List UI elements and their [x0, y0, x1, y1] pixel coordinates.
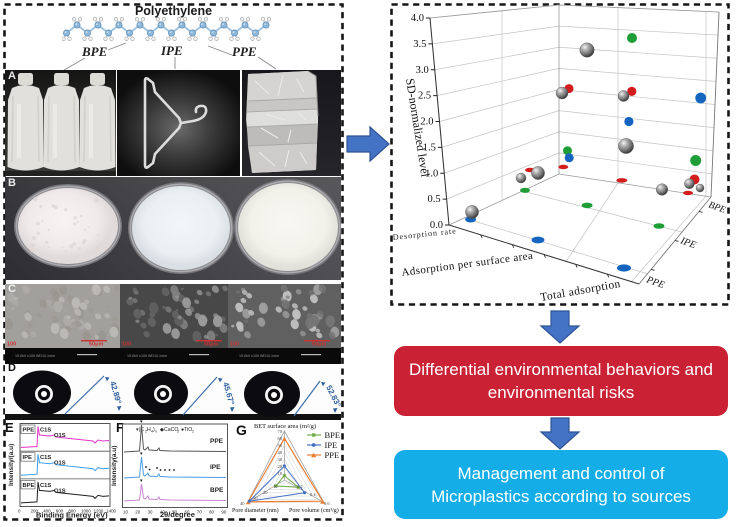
svg-text:IPE: IPE — [325, 440, 338, 450]
svg-text:30: 30 — [148, 510, 153, 515]
svg-text:40: 40 — [160, 510, 165, 515]
svg-text:0: 0 — [18, 509, 21, 514]
svg-text:52.83°: 52.83° — [324, 384, 343, 409]
svg-text:50: 50 — [172, 510, 177, 515]
svg-text:50μm: 50μm — [89, 342, 103, 348]
svg-text:2θ/degree: 2θ/degree — [160, 510, 195, 519]
svg-text:10: 10 — [123, 510, 128, 515]
svg-text:3.0: 3.0 — [416, 65, 429, 76]
svg-text:40: 40 — [278, 450, 283, 455]
svg-text:BPE: BPE — [210, 487, 224, 494]
svg-text:4: 4 — [151, 430, 153, 434]
svg-text:▾(C: ▾(C — [136, 427, 144, 433]
svg-text:PPE: PPE — [325, 450, 340, 460]
svg-text:Intensity/(a.u): Intensity/(a.u) — [8, 444, 15, 486]
svg-text:60: 60 — [185, 510, 190, 515]
svg-text:C1S: C1S — [40, 483, 51, 489]
svg-text:▾: ▾ — [140, 419, 143, 425]
svg-text:15.0kV x100 WD10.1mm: 15.0kV x100 WD10.1mm — [127, 354, 167, 358]
svg-text:70: 70 — [197, 510, 202, 515]
svg-text:0.6: 0.6 — [324, 501, 330, 506]
svg-text:Total adsorption: Total adsorption — [539, 278, 621, 304]
svg-text:E: E — [5, 420, 14, 435]
svg-text:PPE: PPE — [23, 428, 35, 434]
svg-text:Adsorption per surface area: Adsorption per surface area — [401, 250, 534, 279]
svg-text:▾: ▾ — [140, 478, 143, 484]
svg-text:IPE: IPE — [23, 455, 32, 461]
svg-text:BPE: BPE — [325, 430, 341, 440]
svg-text:PPE: PPE — [644, 274, 666, 291]
svg-text:100: 100 — [7, 342, 16, 348]
svg-text:Pore volume (cm³/g): Pore volume (cm³/g) — [289, 507, 339, 514]
svg-text:50μm: 50μm — [312, 342, 326, 348]
svg-text:100: 100 — [230, 342, 239, 348]
svg-text:1400: 1400 — [106, 509, 116, 514]
svg-text:2: 2 — [145, 430, 147, 434]
svg-text:4.0: 4.0 — [411, 13, 424, 24]
svg-text:Binding Energy (eV): Binding Energy (eV) — [36, 511, 108, 520]
svg-text:0.0: 0.0 — [430, 220, 443, 231]
svg-text:40: 40 — [240, 501, 245, 506]
svg-text:◆CaCO: ◆CaCO — [160, 427, 178, 433]
svg-text:O1S: O1S — [54, 488, 66, 494]
svg-text:G: G — [236, 422, 247, 438]
svg-text:3: 3 — [177, 430, 179, 434]
svg-text:2.0: 2.0 — [420, 117, 433, 128]
svg-text:42.89°: 42.89° — [108, 380, 123, 405]
svg-text:10: 10 — [273, 484, 278, 489]
svg-text:400: 400 — [43, 509, 51, 514]
svg-text:Intensity(a.u): Intensity(a.u) — [111, 446, 118, 486]
svg-text:45.67°: 45.67° — [221, 381, 236, 406]
svg-text:C1S: C1S — [40, 455, 51, 461]
svg-text:0.2: 0.2 — [297, 484, 303, 489]
svg-text:): ) — [153, 427, 155, 433]
svg-text:50μm: 50μm — [204, 342, 218, 348]
svg-text:Pore diameter (nm): Pore diameter (nm) — [232, 507, 279, 514]
svg-text:10: 10 — [278, 471, 283, 476]
svg-text:200: 200 — [31, 509, 39, 514]
svg-text:0.4: 0.4 — [310, 492, 316, 497]
svg-text:30: 30 — [253, 496, 258, 501]
svg-text:3.5: 3.5 — [413, 39, 426, 50]
svg-text:80: 80 — [209, 510, 214, 515]
svg-text:1000: 1000 — [81, 509, 91, 514]
svg-text:BET surface area (m²/g): BET surface area (m²/g) — [254, 423, 316, 430]
svg-text:PPE: PPE — [210, 438, 224, 445]
svg-text:O1S: O1S — [54, 433, 66, 439]
svg-text:▾: ▾ — [140, 451, 143, 457]
svg-text:1200: 1200 — [94, 509, 104, 514]
svg-text:20: 20 — [135, 510, 140, 515]
svg-text:IPE: IPE — [678, 235, 697, 251]
svg-text:F: F — [116, 420, 124, 435]
svg-text:1.5: 1.5 — [423, 142, 436, 153]
svg-text:2.5: 2.5 — [418, 91, 431, 102]
svg-text:●TiO: ●TiO — [181, 427, 192, 433]
svg-text:60: 60 — [278, 436, 283, 441]
svg-text:90: 90 — [221, 510, 226, 515]
svg-text:50: 50 — [278, 443, 283, 448]
svg-text:800: 800 — [68, 509, 76, 514]
svg-text:O1S: O1S — [54, 461, 66, 467]
svg-text:BPE: BPE — [23, 483, 35, 489]
svg-text:n: n — [155, 430, 157, 434]
svg-text:15.0kV x100 WD10.1mm: 15.0kV x100 WD10.1mm — [15, 354, 55, 358]
svg-text:BPE: BPE — [707, 200, 727, 215]
svg-text:2: 2 — [192, 430, 194, 434]
svg-text:IPE: IPE — [210, 464, 221, 471]
svg-text:70: 70 — [278, 429, 283, 434]
svg-text:15.0kV x100 WD10.1mm: 15.0kV x100 WD10.1mm — [239, 354, 279, 358]
svg-text:H: H — [147, 427, 151, 433]
svg-text:Desorption rate: Desorption rate — [392, 226, 457, 242]
svg-text:20: 20 — [278, 464, 283, 469]
svg-text:600: 600 — [56, 509, 64, 514]
svg-text:0.5: 0.5 — [428, 194, 441, 205]
svg-text:C1S: C1S — [40, 428, 51, 434]
svg-text:20: 20 — [263, 490, 268, 495]
svg-text:1.0: 1.0 — [425, 168, 438, 179]
svg-text:100: 100 — [122, 342, 131, 348]
svg-text:30: 30 — [278, 457, 283, 462]
